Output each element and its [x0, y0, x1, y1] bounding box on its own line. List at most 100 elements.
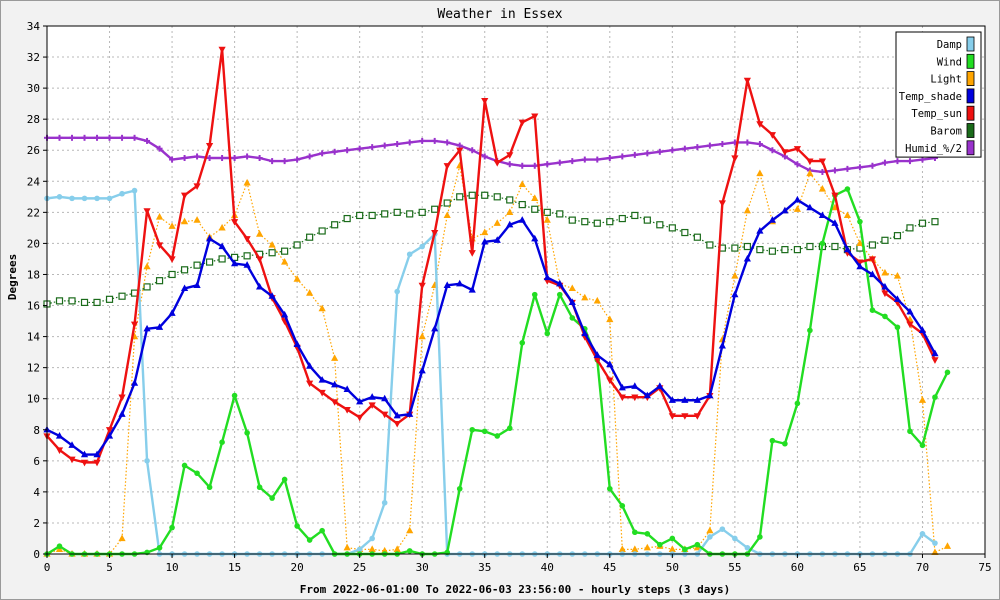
humid-2-point	[69, 134, 76, 141]
humid-2-point	[456, 142, 463, 149]
x-tick-label: 65	[853, 561, 866, 574]
barom-point	[318, 227, 326, 235]
temp-shade-point	[681, 396, 689, 403]
barom-point	[906, 224, 914, 232]
humid-2-point	[94, 134, 101, 141]
light-point	[418, 332, 426, 340]
humid-2-point	[231, 155, 238, 161]
wind-point	[769, 437, 776, 444]
barom-point	[593, 219, 601, 227]
temp-shade-point	[393, 411, 401, 419]
temp-sun-point	[168, 256, 176, 263]
wind-point	[256, 484, 263, 491]
humid-2-point	[219, 155, 226, 161]
barom-point	[105, 295, 114, 303]
y-tick-label: 12	[27, 362, 40, 375]
temp-sun-point	[906, 321, 914, 329]
legend-item: Damp	[937, 36, 975, 52]
wind-point	[919, 442, 926, 449]
y-tick-label: 22	[27, 206, 40, 219]
series-humid-2	[44, 134, 938, 175]
humid-2-point	[469, 147, 476, 154]
damp-point	[369, 535, 375, 542]
light-point	[243, 178, 251, 186]
barom-point	[756, 246, 764, 254]
barom-point	[93, 298, 101, 307]
temp-sun-point	[393, 420, 401, 428]
temp-shade-point	[556, 279, 564, 287]
barom-point	[518, 200, 526, 209]
temp-sun-point	[205, 142, 214, 150]
legend-swatch	[966, 53, 975, 69]
legend-swatch	[966, 88, 975, 104]
humid-2-point	[894, 158, 901, 165]
barom-point	[481, 191, 489, 199]
wind-point	[819, 240, 826, 247]
light-point	[581, 293, 589, 301]
legend-label: Humid_%/2	[905, 143, 962, 155]
light-point	[143, 262, 151, 270]
y-tick-label: 24	[27, 175, 41, 188]
temp-shade-point	[581, 329, 589, 337]
light-point	[631, 545, 639, 552]
light-point	[218, 223, 226, 231]
wind-point	[206, 484, 213, 491]
light-point	[443, 211, 451, 219]
light-point	[281, 258, 289, 265]
temp-sun-point	[80, 459, 89, 467]
wind-point	[569, 315, 576, 321]
temp-sun-point	[731, 155, 739, 162]
damp-point	[419, 243, 426, 250]
legend-label: Damp	[937, 39, 962, 51]
light-point	[618, 545, 626, 552]
temp-shade-point	[205, 234, 214, 242]
wind-point	[319, 527, 325, 534]
temp-shade-point	[431, 324, 439, 332]
temp-sun-point	[256, 256, 264, 263]
humid-2-point	[681, 145, 688, 152]
humid-2-point	[131, 134, 138, 141]
x-tick-label: 10	[165, 561, 178, 574]
wind-point	[694, 541, 701, 548]
humid-2-point	[56, 134, 63, 141]
light-point	[918, 396, 927, 403]
temp-sun-point	[343, 406, 351, 414]
wind-point	[231, 392, 238, 399]
humid-2-point	[669, 147, 676, 154]
wind-point	[794, 400, 801, 407]
light-point	[343, 543, 351, 551]
light-point	[393, 545, 401, 552]
damp-point	[56, 194, 63, 200]
temp-sun-point	[631, 394, 639, 402]
humid-2-point	[544, 161, 551, 168]
humid-2-point	[331, 148, 338, 155]
wind-point	[281, 476, 288, 483]
barom-point	[431, 205, 439, 213]
light-point	[381, 546, 389, 554]
temp-shade-point	[631, 382, 639, 389]
temp-shade-point	[643, 391, 651, 399]
light-point	[368, 545, 376, 552]
barom-point	[918, 219, 927, 227]
temp-shade-point	[281, 310, 289, 318]
temp-shade-point	[268, 292, 276, 299]
temp-sun-point	[756, 121, 764, 128]
legend-label: Wind	[937, 56, 962, 68]
legend-swatch	[966, 36, 975, 52]
humid-2-point	[344, 147, 351, 154]
temp-shade-point	[693, 396, 701, 403]
temp-shade-point	[831, 219, 839, 226]
barom-point	[155, 277, 164, 285]
barom-point	[55, 297, 64, 305]
temp-sun-point	[681, 413, 689, 420]
barom-point	[706, 241, 714, 249]
temp-shade-point	[743, 254, 751, 262]
barom-point	[243, 252, 251, 260]
temp-shade-point	[706, 391, 714, 399]
barom-point	[556, 210, 564, 218]
legend-item: Humid_%/2	[905, 140, 975, 156]
humid-2-point	[719, 141, 726, 148]
wind-point	[932, 394, 938, 400]
temp-sun-point	[306, 380, 314, 388]
temp-shade-point	[105, 431, 114, 439]
